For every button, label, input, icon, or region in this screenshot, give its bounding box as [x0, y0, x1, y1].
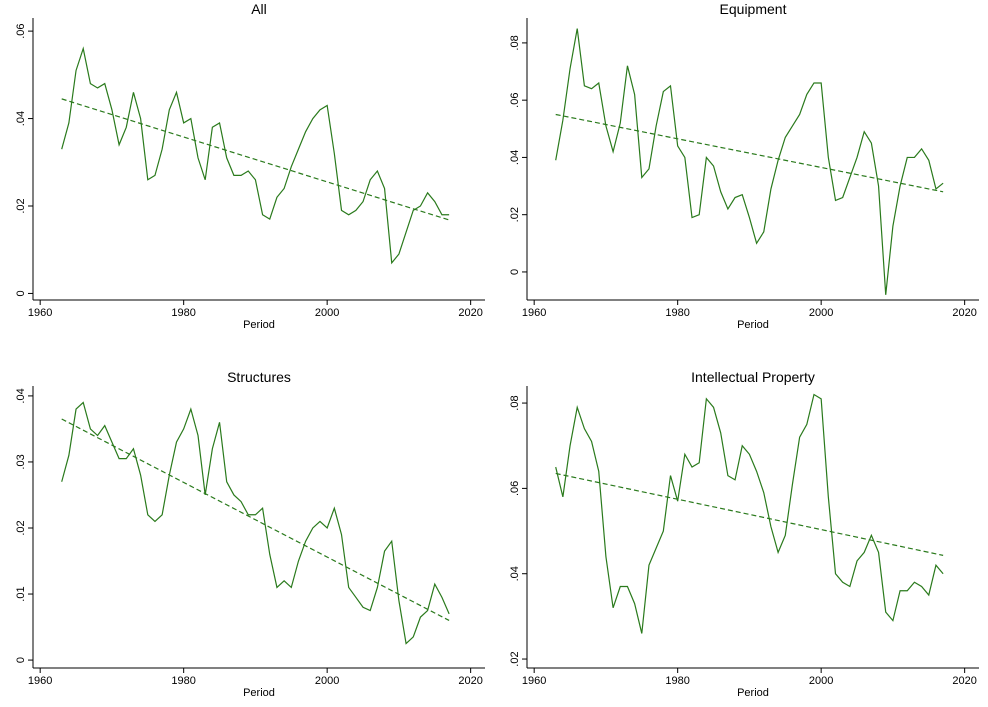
y-tick-label: .02: [509, 651, 521, 666]
x-axis-label: Period: [243, 687, 275, 699]
y-tick-label: .06: [509, 481, 521, 496]
y-tick-label: .02: [509, 207, 521, 222]
y-tick-label: 0: [15, 290, 27, 296]
x-tick-label: 2000: [809, 675, 833, 687]
panel: Intellectual Property .02 .04 .06 .08 1960 198…: [509, 369, 979, 699]
y-tick-label: .06: [509, 93, 521, 108]
trend-line: [61, 98, 450, 221]
y-tick-label: .04: [509, 150, 521, 165]
trend-line: [555, 113, 944, 193]
x-tick-label: 1980: [665, 307, 689, 319]
y-tick-label: 0: [509, 269, 521, 275]
x-tick-label: 1960: [28, 675, 52, 687]
y-tick-label: .08: [509, 35, 521, 50]
data-line: [61, 401, 450, 645]
y-tick-label: 0: [15, 657, 27, 663]
x-tick-label: 2020: [458, 307, 482, 319]
x-axis-label: Period: [737, 687, 769, 699]
x-axis-label: Period: [737, 319, 769, 331]
trend-line: [61, 418, 450, 621]
x-tick-label: 2000: [315, 307, 339, 319]
x-tick-label: 1980: [665, 675, 689, 687]
x-tick-label: 1980: [171, 307, 195, 319]
data-line: [555, 28, 944, 295]
x-tick-label: 1960: [522, 307, 546, 319]
panel-title: Intellectual Property: [691, 369, 815, 385]
data-line: [61, 46, 450, 265]
y-tick-label: .04: [15, 111, 27, 126]
panel-title: Equipment: [720, 1, 787, 17]
x-tick-label: 2020: [952, 307, 976, 319]
panel: All 0 .02 .04 .06 1960 1980 2000 2020 Period: [15, 1, 485, 331]
panel-title: All: [251, 1, 267, 17]
panel: Equipment 0 .02 .04 .06 .08 1960 1980 2000 2020 Pe…: [509, 1, 979, 331]
y-tick-label: .03: [15, 454, 27, 469]
panel: Structures 0 .01 .02 .03 .04 1960 1980 2000 2020 P…: [15, 369, 485, 699]
y-tick-label: .02: [15, 198, 27, 213]
x-tick-label: 2020: [458, 675, 482, 687]
y-tick-label: .02: [15, 520, 27, 535]
panel-title: Structures: [227, 369, 291, 385]
x-tick-label: 2000: [809, 307, 833, 319]
y-tick-label: .04: [15, 388, 27, 403]
data-line: [555, 393, 944, 634]
x-tick-label: 2020: [952, 675, 976, 687]
y-tick-label: .06: [15, 23, 27, 38]
y-tick-label: .04: [509, 566, 521, 581]
x-tick-label: 2000: [315, 675, 339, 687]
y-tick-label: .01: [15, 586, 27, 601]
x-tick-label: 1960: [28, 307, 52, 319]
trend-line: [555, 472, 944, 556]
y-tick-label: .08: [509, 395, 521, 410]
x-tick-label: 1960: [522, 675, 546, 687]
x-tick-label: 1980: [171, 675, 195, 687]
x-axis-label: Period: [243, 319, 275, 331]
